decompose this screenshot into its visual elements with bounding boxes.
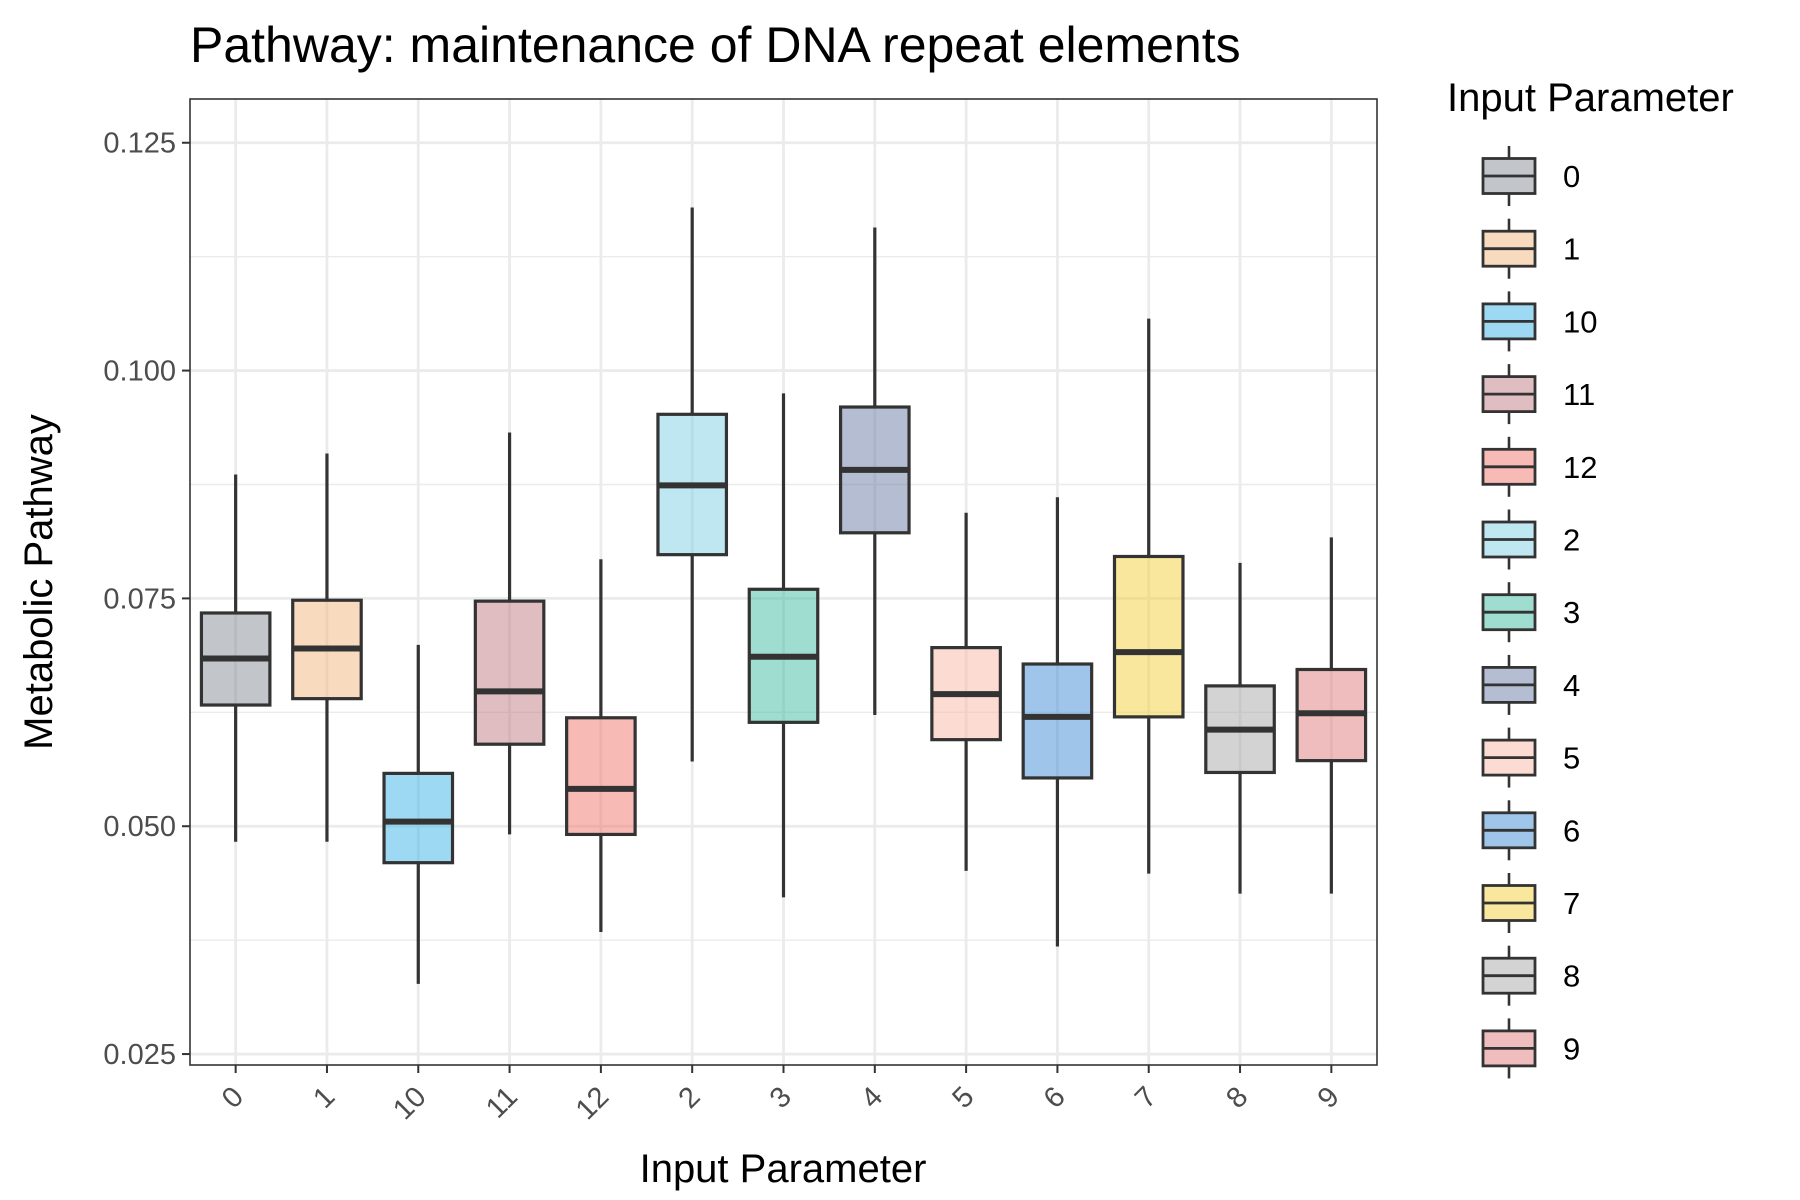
legend-label: 7 — [1563, 886, 1580, 921]
legend-label: 1 — [1563, 232, 1580, 267]
y-tick-label: 0.025 — [103, 1039, 176, 1071]
x-axis: 0 1 10 11 12 2 3 4 5 6 7 8 9 — [216, 1065, 1346, 1126]
box-0 — [199, 474, 272, 842]
x-tick-label: 12 — [570, 1081, 615, 1126]
box-2 — [656, 207, 729, 762]
box-iqr — [382, 771, 455, 865]
box-6 — [1021, 497, 1094, 947]
legend-label: 6 — [1563, 813, 1580, 848]
legend: Input Parameter 0 1 10 11 12 2 3 4 5 6 7 8 9 — [1447, 76, 1734, 1079]
legend-item-12: 12 — [1481, 436, 1597, 497]
legend-item-5: 5 — [1481, 727, 1580, 788]
box-iqr — [1112, 554, 1185, 719]
legend-item-0: 0 — [1481, 146, 1580, 206]
legend-label: 8 — [1563, 959, 1580, 994]
y-axis-title: Metabolic Pathway — [17, 414, 61, 750]
box-1 — [291, 453, 363, 842]
legend-label: 12 — [1563, 450, 1597, 485]
box-9 — [1295, 537, 1368, 894]
box-5 — [930, 512, 1002, 871]
y-tick-label: 0.075 — [103, 583, 176, 615]
legend-item-10: 10 — [1481, 291, 1597, 352]
legend-item-9: 9 — [1481, 1018, 1580, 1079]
legend-label: 0 — [1563, 159, 1580, 194]
box-4 — [838, 227, 911, 716]
legend-item-11: 11 — [1481, 364, 1595, 425]
x-tick-label: 6 — [1038, 1081, 1072, 1115]
box-3 — [747, 393, 820, 898]
box-7 — [1112, 318, 1185, 874]
box-iqr — [565, 716, 637, 837]
legend-items: 0 1 10 11 12 2 3 4 5 6 7 8 9 — [1481, 146, 1597, 1079]
x-tick-label: 0 — [216, 1081, 250, 1115]
legend-label: 9 — [1563, 1031, 1580, 1066]
legend-item-2: 2 — [1481, 509, 1580, 570]
legend-label: 11 — [1563, 377, 1595, 412]
plot-panel — [189, 98, 1378, 1066]
y-tick-label: 0.050 — [103, 811, 176, 843]
x-tick-label: 8 — [1220, 1081, 1254, 1115]
x-tick-label: 3 — [764, 1081, 798, 1115]
box-11 — [473, 432, 546, 835]
legend-label: 5 — [1563, 741, 1580, 776]
x-tick-label: 4 — [855, 1081, 889, 1115]
box-12 — [565, 559, 637, 932]
y-tick-label: 0.125 — [103, 128, 176, 160]
x-tick-label: 10 — [387, 1081, 432, 1126]
boxes — [199, 207, 1368, 984]
legend-label: 10 — [1563, 304, 1597, 339]
x-axis-title: Input Parameter — [640, 1147, 927, 1191]
box-iqr — [473, 599, 546, 746]
box-iqr — [1021, 662, 1094, 780]
legend-label: 3 — [1563, 595, 1580, 630]
legend-label: 2 — [1563, 523, 1580, 558]
x-tick-label: 7 — [1129, 1081, 1163, 1115]
legend-title: Input Parameter — [1447, 76, 1734, 120]
legend-item-6: 6 — [1481, 800, 1580, 861]
box-10 — [382, 644, 455, 984]
legend-item-3: 3 — [1481, 582, 1580, 643]
chart-title: Pathway: maintenance of DNA repeat eleme… — [190, 17, 1241, 73]
x-tick-label: 1 — [307, 1081, 341, 1115]
y-axis: 0.025 0.050 0.075 0.100 0.125 — [103, 128, 190, 1071]
x-tick-label: 2 — [673, 1081, 707, 1115]
x-tick-label: 5 — [946, 1081, 980, 1115]
legend-label: 4 — [1563, 668, 1580, 703]
y-tick-label: 0.100 — [103, 356, 176, 388]
legend-item-7: 7 — [1481, 873, 1580, 933]
box-8 — [1204, 562, 1276, 894]
legend-item-8: 8 — [1481, 945, 1580, 1006]
legend-item-4: 4 — [1481, 654, 1580, 715]
x-tick-label: 9 — [1312, 1081, 1346, 1115]
legend-item-1: 1 — [1481, 218, 1580, 279]
x-tick-label: 11 — [480, 1081, 524, 1125]
